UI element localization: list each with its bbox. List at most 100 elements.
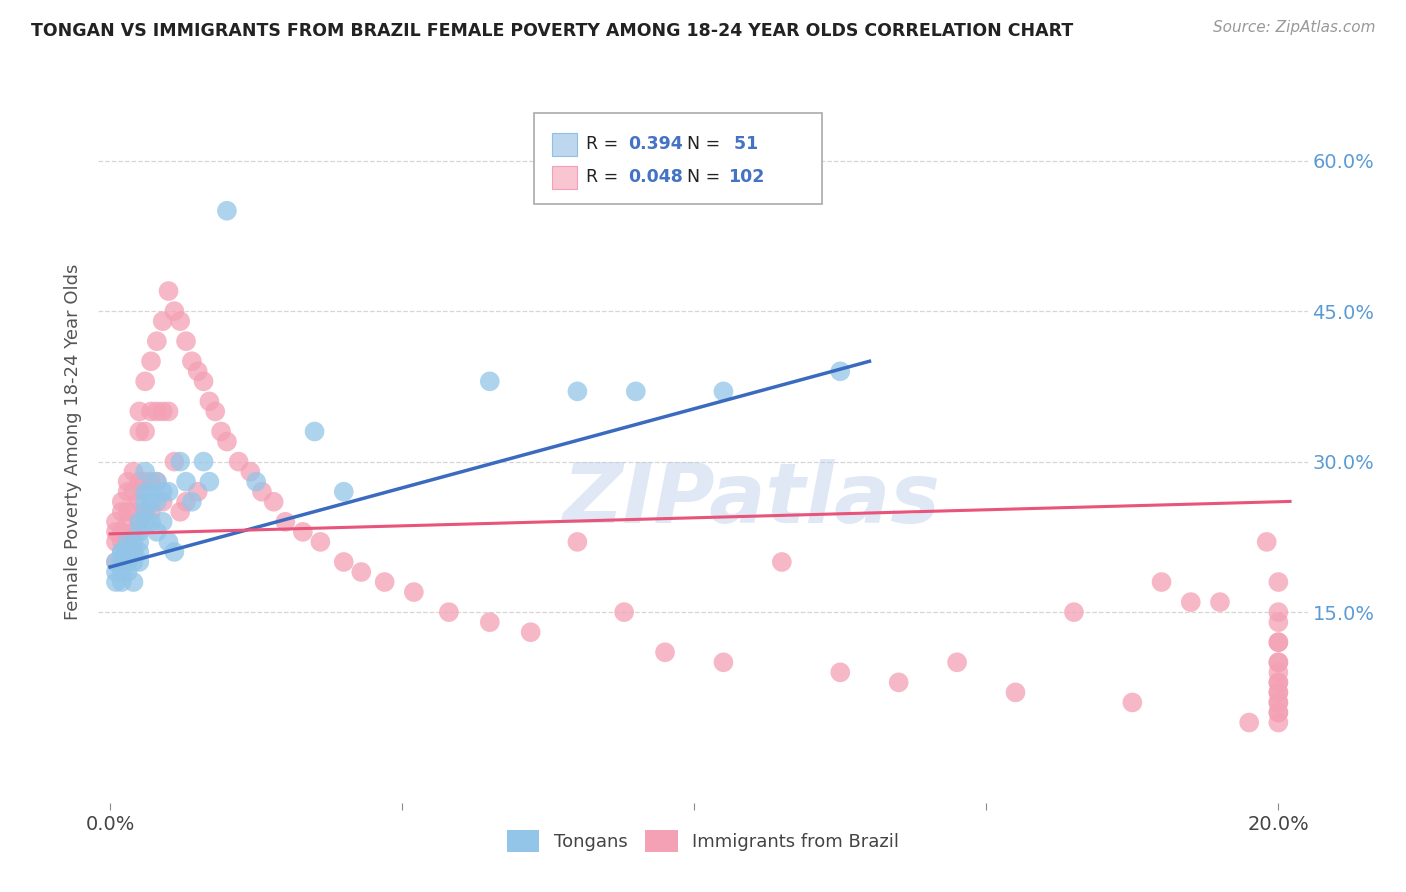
Point xyxy=(122,535,145,549)
Point xyxy=(122,545,145,559)
Point xyxy=(169,455,191,469)
Point xyxy=(169,314,191,328)
Point xyxy=(128,475,150,489)
Point xyxy=(374,575,396,590)
Point xyxy=(209,425,232,439)
Point xyxy=(187,484,209,499)
Point xyxy=(117,484,139,499)
Point xyxy=(111,494,134,508)
Point xyxy=(163,545,186,559)
Point xyxy=(174,494,197,508)
Point xyxy=(111,535,134,549)
Point xyxy=(239,465,262,479)
Point xyxy=(228,455,250,469)
Point xyxy=(624,384,647,399)
Text: Source: ZipAtlas.com: Source: ZipAtlas.com xyxy=(1212,20,1375,35)
Point xyxy=(117,555,139,569)
Point xyxy=(887,675,910,690)
Text: TONGAN VS IMMIGRANTS FROM BRAZIL FEMALE POVERTY AMONG 18-24 YEAR OLDS CORRELATIO: TONGAN VS IMMIGRANTS FROM BRAZIL FEMALE … xyxy=(31,22,1073,40)
Point xyxy=(122,465,145,479)
Point xyxy=(1267,635,1289,649)
Text: N =: N = xyxy=(688,168,725,186)
Point xyxy=(139,505,162,519)
Point xyxy=(134,494,156,508)
Point xyxy=(1267,715,1289,730)
Point xyxy=(152,314,174,328)
Point xyxy=(152,515,174,529)
Point xyxy=(713,384,735,399)
Point xyxy=(1267,696,1289,710)
Point xyxy=(111,555,134,569)
Point xyxy=(274,515,297,529)
Point xyxy=(139,404,162,418)
Point xyxy=(713,655,735,669)
Point xyxy=(134,375,156,389)
Text: N =: N = xyxy=(688,135,725,153)
Point xyxy=(1256,535,1278,549)
Point xyxy=(146,475,169,489)
Point xyxy=(146,475,169,489)
Point xyxy=(187,364,209,378)
Point xyxy=(567,535,589,549)
Point xyxy=(117,535,139,549)
Point xyxy=(157,404,180,418)
Point xyxy=(104,535,127,549)
Point xyxy=(519,625,541,640)
Point xyxy=(163,455,186,469)
Point xyxy=(163,304,186,318)
Point xyxy=(128,515,150,529)
Point xyxy=(128,524,150,539)
Point xyxy=(204,404,226,418)
Point xyxy=(770,555,793,569)
Point xyxy=(128,404,150,418)
Point xyxy=(128,555,150,569)
Point xyxy=(478,375,501,389)
Point xyxy=(1267,655,1289,669)
Point xyxy=(111,565,134,579)
Point xyxy=(332,484,354,499)
Point xyxy=(1267,615,1289,630)
Point xyxy=(122,484,145,499)
Point xyxy=(157,484,180,499)
Point xyxy=(134,505,156,519)
Point xyxy=(1267,685,1289,699)
Point xyxy=(146,334,169,349)
Point xyxy=(122,505,145,519)
Point xyxy=(1267,706,1289,720)
Point xyxy=(1121,696,1143,710)
Point xyxy=(309,535,332,549)
Point xyxy=(117,565,139,579)
Point xyxy=(215,203,238,218)
Point xyxy=(134,484,156,499)
Point xyxy=(198,394,221,409)
Point xyxy=(134,465,156,479)
Point xyxy=(332,555,354,569)
Point xyxy=(104,565,127,579)
Point xyxy=(104,575,127,590)
Point xyxy=(1237,715,1260,730)
Point xyxy=(1004,685,1026,699)
Point xyxy=(104,555,127,569)
Point xyxy=(1267,635,1289,649)
Point xyxy=(291,524,314,539)
Point xyxy=(117,545,139,559)
Point xyxy=(180,354,202,368)
Point xyxy=(111,505,134,519)
Point xyxy=(567,384,589,399)
Point xyxy=(111,575,134,590)
Point xyxy=(134,515,156,529)
Point xyxy=(1063,605,1085,619)
Point xyxy=(134,425,156,439)
Point xyxy=(111,555,134,569)
Point xyxy=(139,494,162,508)
Point xyxy=(169,505,191,519)
Point xyxy=(139,515,162,529)
Point xyxy=(1150,575,1173,590)
Text: 102: 102 xyxy=(728,168,763,186)
Point xyxy=(128,515,150,529)
Point xyxy=(117,475,139,489)
Point xyxy=(122,524,145,539)
Point xyxy=(1267,675,1289,690)
Point xyxy=(1267,655,1289,669)
Point xyxy=(1267,685,1289,699)
